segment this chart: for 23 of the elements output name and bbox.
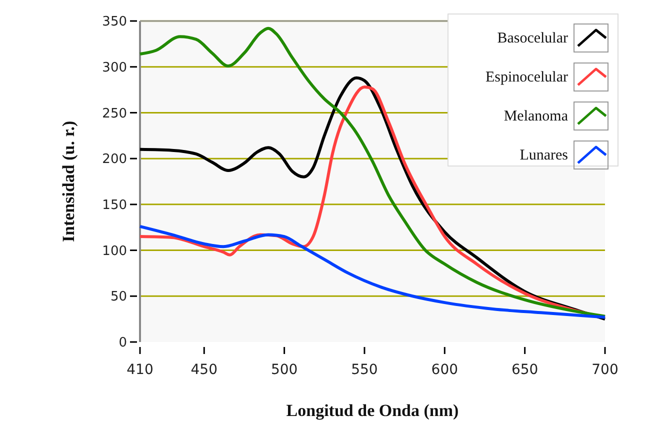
- x-tick-label: 600: [431, 362, 458, 378]
- y-tick-label: 150: [102, 198, 127, 213]
- y-axis-title: Intensidad (u. r.): [59, 120, 78, 242]
- y-tick-label: 50: [110, 290, 127, 305]
- line-series: [138, 224, 606, 319]
- y-tick-label: 250: [102, 106, 127, 122]
- line-series: [138, 26, 606, 318]
- x-tick-label: 500: [270, 362, 298, 378]
- x-tick-label: 650: [511, 362, 538, 378]
- y-tick-label: 350: [102, 14, 127, 30]
- y-tick-label: 200: [102, 152, 127, 168]
- legend-label: Espinocelular: [486, 69, 568, 86]
- x-tick-label: 410: [126, 362, 154, 378]
- legend-label: Basocelular: [497, 30, 568, 46]
- x-tick-label: 550: [351, 362, 378, 378]
- legend-label: Lunares: [520, 147, 568, 164]
- x-tick-label: 450: [190, 362, 218, 378]
- y-tick-label: 100: [102, 244, 127, 259]
- y-tick-label: 300: [102, 60, 127, 76]
- y-tick-label: 0: [118, 336, 127, 351]
- legend-label: Melanoma: [504, 108, 568, 124]
- x-axis-title: Longitud de Onda (nm): [286, 401, 459, 420]
- x-tick-label: 700: [592, 362, 618, 378]
